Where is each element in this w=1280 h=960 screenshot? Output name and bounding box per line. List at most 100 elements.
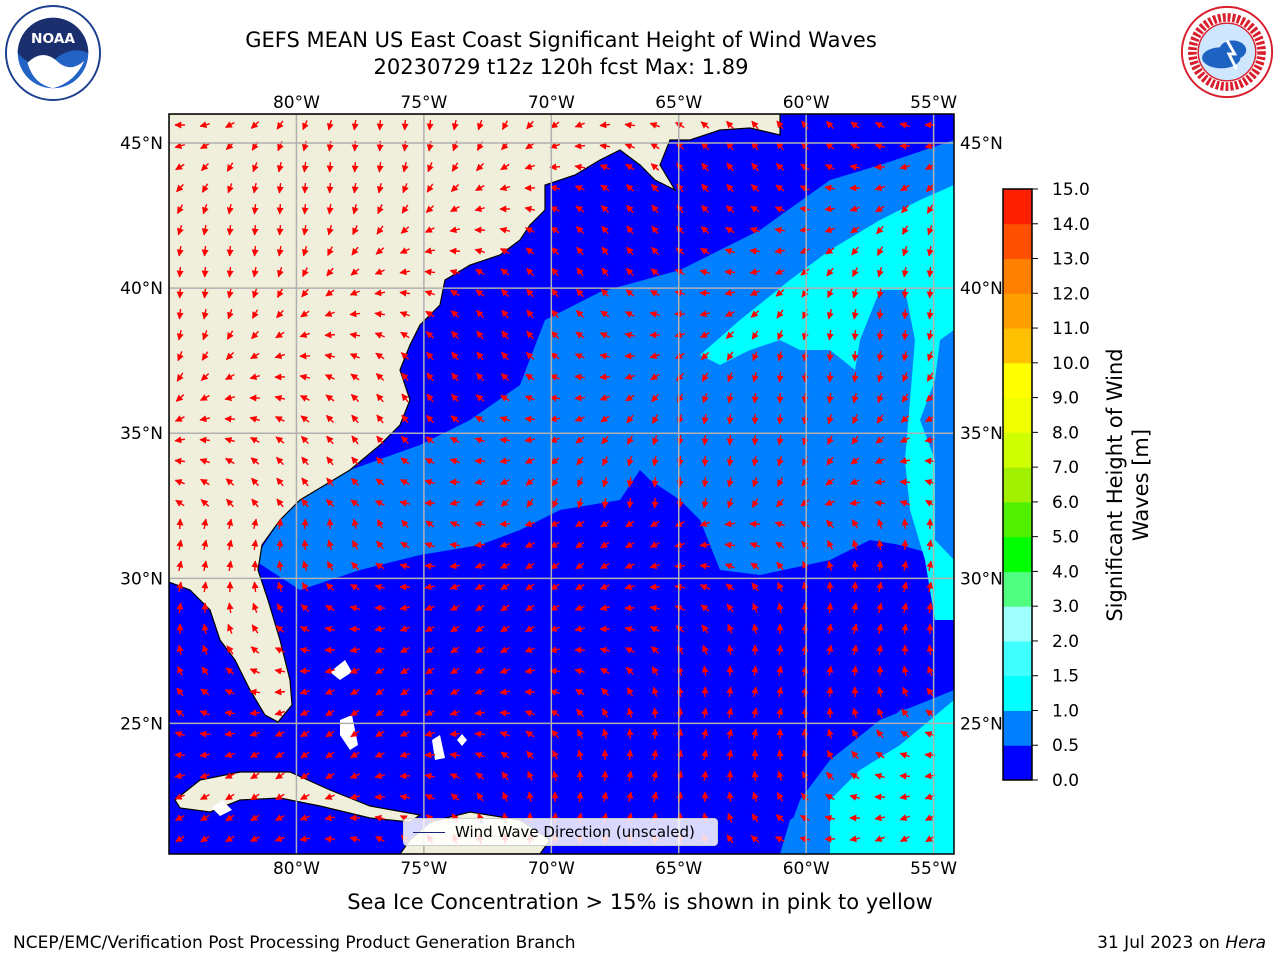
wave-direction-arrow (350, 688, 360, 696)
wave-direction-arrow (851, 371, 859, 383)
wave-direction-arrow (676, 707, 684, 719)
wave-direction-arrow (849, 793, 861, 801)
wave-direction-arrow (226, 162, 234, 172)
wave-direction-arrow (901, 581, 909, 593)
wave-direction-arrow (701, 372, 709, 382)
wave-direction-arrow (826, 329, 834, 341)
wave-direction-arrow (826, 456, 834, 466)
wave-direction-arrow (801, 728, 809, 740)
colorbar-tick-label: 2.0 (1052, 632, 1079, 652)
wave-direction-arrow (724, 541, 736, 549)
wave-direction-arrow (199, 751, 211, 759)
wave-direction-arrow (375, 478, 385, 486)
wave-direction-arrow (827, 288, 834, 299)
wave-direction-arrow (601, 687, 609, 697)
wave-direction-arrow (726, 162, 734, 172)
wave-direction-arrow (474, 205, 486, 213)
wave-direction-arrow (899, 436, 910, 443)
wave-direction-arrow (299, 709, 310, 716)
wave-direction-arrow (600, 184, 610, 192)
wave-direction-arrow (674, 331, 686, 339)
wave-direction-arrow (201, 183, 209, 193)
longitude-tick-label: 55°W (910, 859, 957, 879)
wave-direction-arrow (275, 436, 285, 444)
wave-direction-arrow (702, 644, 709, 655)
wave-direction-arrow (726, 183, 734, 193)
wave-direction-arrow (500, 373, 510, 381)
wave-direction-arrow (274, 352, 285, 359)
wave-direction-arrow (301, 539, 309, 551)
wave-direction-arrow (577, 477, 584, 488)
wave-direction-arrow (749, 542, 760, 549)
wave-direction-arrow (601, 791, 609, 803)
wave-direction-arrow (501, 309, 509, 319)
wave-direction-arrow (350, 730, 360, 738)
wave-direction-arrow (576, 456, 584, 466)
wave-direction-arrow (701, 770, 709, 782)
wave-direction-arrow (801, 477, 809, 487)
wave-direction-arrow (824, 184, 836, 192)
wave-direction-arrow (500, 583, 510, 591)
wave-direction-arrow (450, 184, 460, 192)
wave-direction-arrow (601, 267, 609, 277)
latitude-tick-label: 30°N (960, 569, 1003, 589)
wave-direction-arrow (474, 520, 486, 528)
wave-direction-arrow (727, 372, 734, 383)
wave-direction-arrow (652, 435, 659, 446)
wave-direction-arrow (701, 204, 709, 214)
wave-direction-arrow (799, 185, 810, 192)
wave-direction-arrow (424, 268, 436, 276)
wave-direction-arrow (751, 120, 759, 130)
wave-direction-arrow (776, 644, 784, 656)
wave-direction-arrow (851, 750, 859, 760)
wave-direction-arrow (251, 182, 259, 194)
wave-direction-arrow (799, 835, 811, 843)
wave-direction-arrow (349, 835, 361, 843)
wave-direction-arrow (776, 392, 784, 404)
wave-direction-arrow (226, 518, 234, 530)
wave-direction-arrow (649, 583, 661, 591)
wave-direction-arrow (299, 835, 311, 843)
wave-direction-arrow (399, 247, 410, 254)
wave-direction-arrow (874, 478, 886, 486)
wave-direction-arrow (600, 310, 610, 318)
wave-direction-arrow (876, 350, 884, 362)
wave-direction-arrow (277, 267, 284, 278)
wave-direction-arrow (726, 120, 734, 130)
wave-direction-arrow (199, 772, 210, 779)
wave-direction-arrow (425, 205, 435, 213)
wave-direction-arrow (274, 730, 285, 737)
wave-direction-arrow (401, 414, 409, 424)
wave-direction-arrow (174, 479, 185, 486)
wave-direction-arrow (851, 329, 859, 341)
wave-direction-arrow (901, 539, 909, 551)
wave-direction-arrow (524, 541, 535, 548)
wave-direction-arrow (676, 204, 684, 214)
wave-direction-arrow (225, 373, 235, 381)
wave-direction-arrow (926, 687, 934, 697)
wave-direction-arrow (199, 121, 211, 129)
wave-direction-arrow (826, 560, 834, 572)
longitude-tick-label: 75°W (400, 859, 447, 879)
wave-direction-arrow (899, 814, 910, 821)
wave-direction-arrow (751, 434, 759, 446)
wave-direction-arrow (824, 205, 836, 213)
wave-direction-arrow (751, 813, 759, 823)
wave-direction-arrow (826, 602, 834, 614)
wave-direction-arrow (499, 184, 510, 191)
wave-direction-arrow (851, 623, 859, 635)
wave-direction-arrow (201, 666, 209, 676)
wave-direction-arrow (474, 247, 485, 255)
wave-direction-arrow (552, 749, 559, 760)
wave-direction-arrow (499, 520, 511, 528)
wave-direction-arrow (352, 539, 359, 550)
wave-direction-arrow (424, 562, 436, 570)
wave-direction-arrow (601, 749, 609, 761)
wave-direction-arrow (926, 308, 934, 320)
wave-direction-arrow (624, 625, 636, 633)
wave-direction-arrow (926, 644, 934, 656)
wave-direction-arrow (250, 793, 260, 801)
wave-direction-arrow (750, 184, 760, 192)
wave-direction-arrow (600, 562, 610, 570)
wave-direction-arrow (625, 541, 635, 549)
